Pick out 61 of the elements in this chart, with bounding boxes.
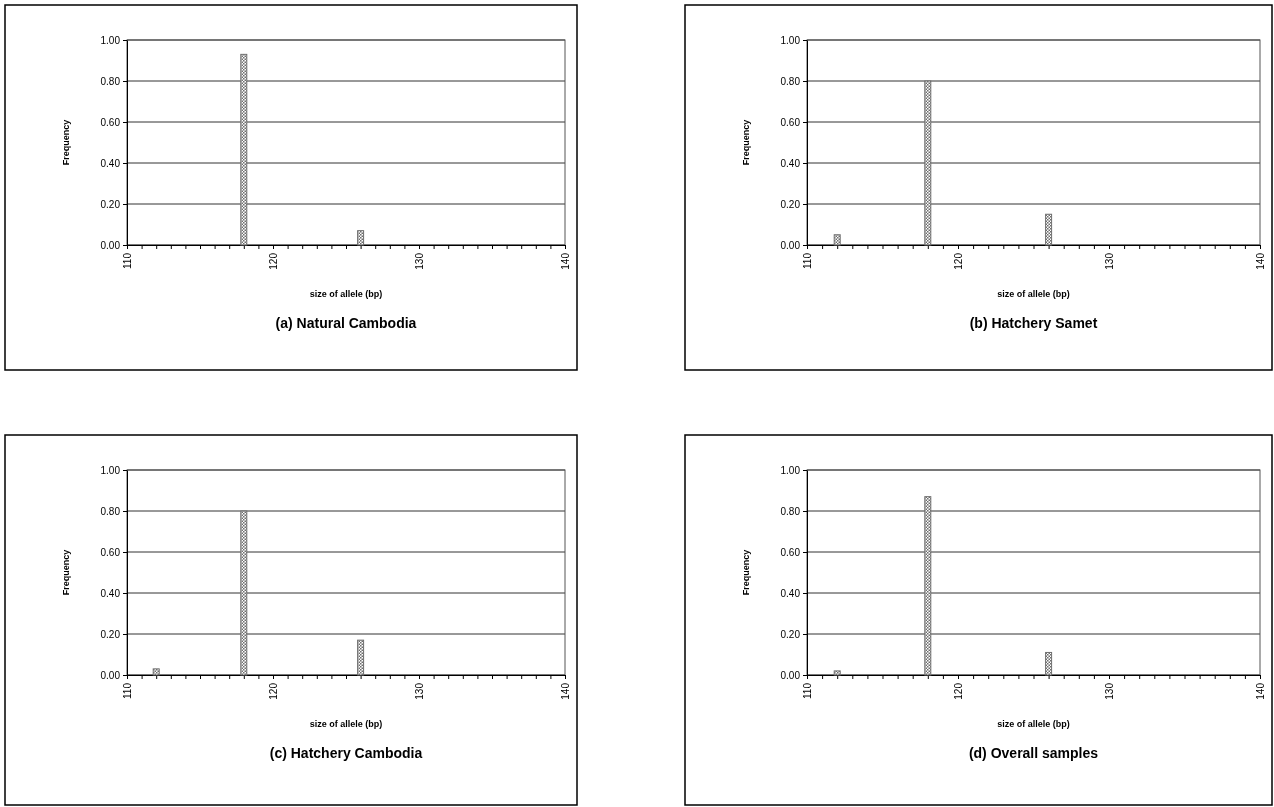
bar <box>833 234 841 246</box>
x-tick-label: 130 <box>414 252 425 270</box>
text: (c) Hatchery Cambodia <box>269 745 423 761</box>
x-tick-label: 110 <box>802 252 813 269</box>
x-axis-title: size of allele (bp) <box>997 289 1070 299</box>
bar <box>152 668 160 676</box>
x-tick-label: 120 <box>268 252 279 270</box>
y-tick-label: 0.00 <box>100 669 121 681</box>
y-tick-label: 0.60 <box>780 546 801 558</box>
y-tick-label: 0.80 <box>780 505 801 517</box>
text: (a) Natural Cambodia <box>275 315 417 331</box>
y-tick-label: 0.60 <box>100 546 121 558</box>
y-tick-label: 0.20 <box>100 628 121 640</box>
x-tick-label: 140 <box>1255 682 1266 700</box>
bar <box>1045 213 1053 246</box>
x-axis-title: size of allele (bp) <box>997 719 1070 729</box>
y-tick-label: 1.00 <box>100 464 121 476</box>
y-axis-title: Frequency <box>61 119 71 166</box>
y-tick-label: 1.00 <box>780 464 801 476</box>
y-tick-label: 0.40 <box>780 157 801 169</box>
x-tick-label: 130 <box>1104 252 1115 270</box>
y-tick-label: 0.20 <box>780 628 801 640</box>
y-tick-label: 0.00 <box>780 239 801 251</box>
bar <box>924 496 932 676</box>
y-axis-title: Frequency <box>741 549 751 596</box>
x-axis-title: size of allele (bp) <box>309 719 383 729</box>
y-tick-label: 0.60 <box>780 116 801 128</box>
y-tick-label: 0.80 <box>100 75 121 87</box>
y-tick-label: 0.00 <box>780 669 801 681</box>
x-tick-label: 140 <box>560 252 571 270</box>
x-tick-label: 110 <box>122 682 133 699</box>
x-tick-label: 140 <box>1255 252 1266 270</box>
bar <box>833 670 841 676</box>
y-tick-label: 0.20 <box>100 198 121 210</box>
bar <box>240 510 248 676</box>
y-tick-label: 1.00 <box>100 34 121 46</box>
x-tick-label: 110 <box>122 252 133 269</box>
x-tick-label: 110 <box>802 682 813 699</box>
x-tick-label: 130 <box>414 682 425 700</box>
x-tick-label: 140 <box>560 682 571 700</box>
y-tick-label: 0.40 <box>100 587 121 599</box>
text: (b) Hatchery Samet <box>969 315 1098 331</box>
bar <box>357 639 365 676</box>
x-tick-label: 120 <box>268 682 279 700</box>
bar <box>1045 651 1053 676</box>
y-tick-label: 0.80 <box>100 505 121 517</box>
x-tick-label: 120 <box>953 252 964 270</box>
y-tick-label: 0.40 <box>780 587 801 599</box>
y-tick-label: 1.00 <box>780 34 801 46</box>
x-axis-title: size of allele (bp) <box>309 289 383 299</box>
y-axis-title: Frequency <box>61 549 71 596</box>
text: (d) Overall samples <box>968 745 1099 761</box>
y-tick-label: 0.00 <box>100 239 121 251</box>
x-tick-label: 120 <box>953 682 964 700</box>
y-tick-label: 0.80 <box>780 75 801 87</box>
y-tick-label: 0.40 <box>100 157 121 169</box>
y-axis-title: Frequency <box>741 119 751 166</box>
y-tick-label: 0.60 <box>100 116 121 128</box>
y-tick-label: 0.20 <box>780 198 801 210</box>
x-tick-label: 130 <box>1104 682 1115 700</box>
bar <box>924 80 932 246</box>
